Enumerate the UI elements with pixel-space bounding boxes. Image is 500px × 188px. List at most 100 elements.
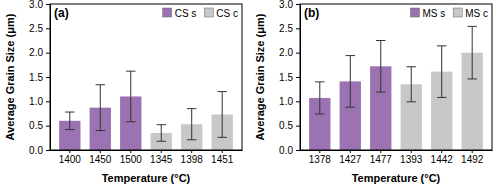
tick-label: 1450 <box>89 154 112 165</box>
tick-label: 1451 <box>211 154 234 165</box>
error-bar <box>187 109 196 140</box>
tick-label: 1.0 <box>29 96 43 107</box>
y-tick: 1.0 <box>279 96 300 107</box>
tick-label: 1400 <box>59 154 82 165</box>
series <box>309 41 391 151</box>
error-cap <box>126 71 135 72</box>
series <box>59 71 141 150</box>
x-axis: 140014501500134513981451 <box>51 150 243 165</box>
y-tick: 1.5 <box>279 72 300 83</box>
plot-frame <box>50 4 242 150</box>
error-line <box>380 41 381 93</box>
y-tick: 0.0 <box>29 145 50 156</box>
error-bar <box>315 82 324 114</box>
axis-domain <box>300 5 301 151</box>
y-tick: 0.5 <box>29 120 50 131</box>
error-line <box>69 112 70 130</box>
legend-label: CS c <box>216 8 238 19</box>
legend-label: CS s <box>175 8 197 19</box>
error-cap <box>315 113 324 114</box>
tick-label: 2.0 <box>29 47 43 58</box>
error-bar <box>376 41 385 93</box>
error-line <box>350 56 351 108</box>
x-tick: 1451 <box>211 150 234 165</box>
legend-swatch <box>453 8 462 17</box>
legend-swatch <box>163 8 172 17</box>
tick-mark <box>130 150 131 153</box>
tick-label: 3.0 <box>29 0 43 10</box>
x-tick: 1450 <box>89 150 112 165</box>
tick-mark <box>380 150 381 153</box>
error-bar <box>407 67 416 102</box>
y-axis: 0.00.51.01.52.02.53.0 <box>29 0 50 156</box>
x-tick: 1442 <box>431 150 454 165</box>
x-tick: 1400 <box>59 150 82 165</box>
series <box>401 26 483 150</box>
x-tick: 1492 <box>461 150 484 165</box>
error-cap <box>467 26 476 27</box>
error-cap <box>315 81 324 82</box>
tick-mark <box>472 150 473 153</box>
x-tick: 1477 <box>370 150 393 165</box>
legend-swatch <box>204 8 213 17</box>
y-tick: 2.0 <box>29 47 50 58</box>
tick-label: 1500 <box>120 154 143 165</box>
y-tick: 2.5 <box>29 23 50 34</box>
y-axis-title: Average Grain Size (μm) <box>4 13 16 140</box>
tick-label: 1.5 <box>279 72 293 83</box>
error-cap <box>407 66 416 67</box>
y-axis-title: Average Grain Size (μm) <box>254 13 266 140</box>
tick-mark <box>296 126 300 127</box>
series <box>151 92 233 150</box>
tick-label: 0.0 <box>279 145 293 156</box>
y-tick: 2.0 <box>279 47 300 58</box>
error-cap <box>376 92 385 93</box>
error-bar <box>346 56 355 108</box>
error-cap <box>346 55 355 56</box>
tick-mark <box>46 77 50 78</box>
tick-mark <box>222 150 223 153</box>
tick-label: 1492 <box>461 154 484 165</box>
x-axis-title: Temperature (°C) <box>352 172 441 184</box>
legend-item: MS c <box>453 8 488 19</box>
tick-label: 0.5 <box>279 120 293 131</box>
tick-label: 1442 <box>431 154 454 165</box>
tick-mark <box>296 101 300 102</box>
error-bar <box>65 112 74 130</box>
tick-mark <box>46 53 50 54</box>
tick-mark <box>296 53 300 54</box>
tick-mark <box>296 150 300 151</box>
error-bar <box>126 71 135 122</box>
tick-mark <box>296 4 300 5</box>
error-cap <box>65 112 74 113</box>
tick-mark <box>411 150 412 153</box>
legend: CS s CS c <box>163 8 238 19</box>
error-cap <box>96 130 105 131</box>
tick-label: 2.5 <box>29 23 43 34</box>
error-cap <box>96 84 105 85</box>
error-cap <box>437 97 446 98</box>
x-tick: 1345 <box>150 150 173 165</box>
legend-item: CS s <box>163 8 197 19</box>
error-cap <box>217 91 226 92</box>
x-tick: 1500 <box>120 150 143 165</box>
tick-label: 1.0 <box>279 96 293 107</box>
y-tick: 3.0 <box>29 0 50 10</box>
tick-mark <box>441 150 442 153</box>
error-line <box>319 82 320 114</box>
error-line <box>411 67 412 102</box>
error-cap <box>437 45 446 46</box>
error-cap <box>65 129 74 130</box>
y-tick: 1.0 <box>29 96 50 107</box>
figure: 0.00.51.01.52.02.53.01400145015001345139… <box>0 0 500 188</box>
error-line <box>222 92 223 138</box>
error-cap <box>187 108 196 109</box>
tick-mark <box>191 150 192 153</box>
legend-swatch <box>410 8 419 17</box>
error-cap <box>467 78 476 79</box>
y-tick: 3.0 <box>279 0 300 10</box>
y-tick: 0.0 <box>279 145 300 156</box>
error-cap <box>346 107 355 108</box>
tick-label: 1345 <box>150 154 173 165</box>
error-bar <box>437 46 446 98</box>
